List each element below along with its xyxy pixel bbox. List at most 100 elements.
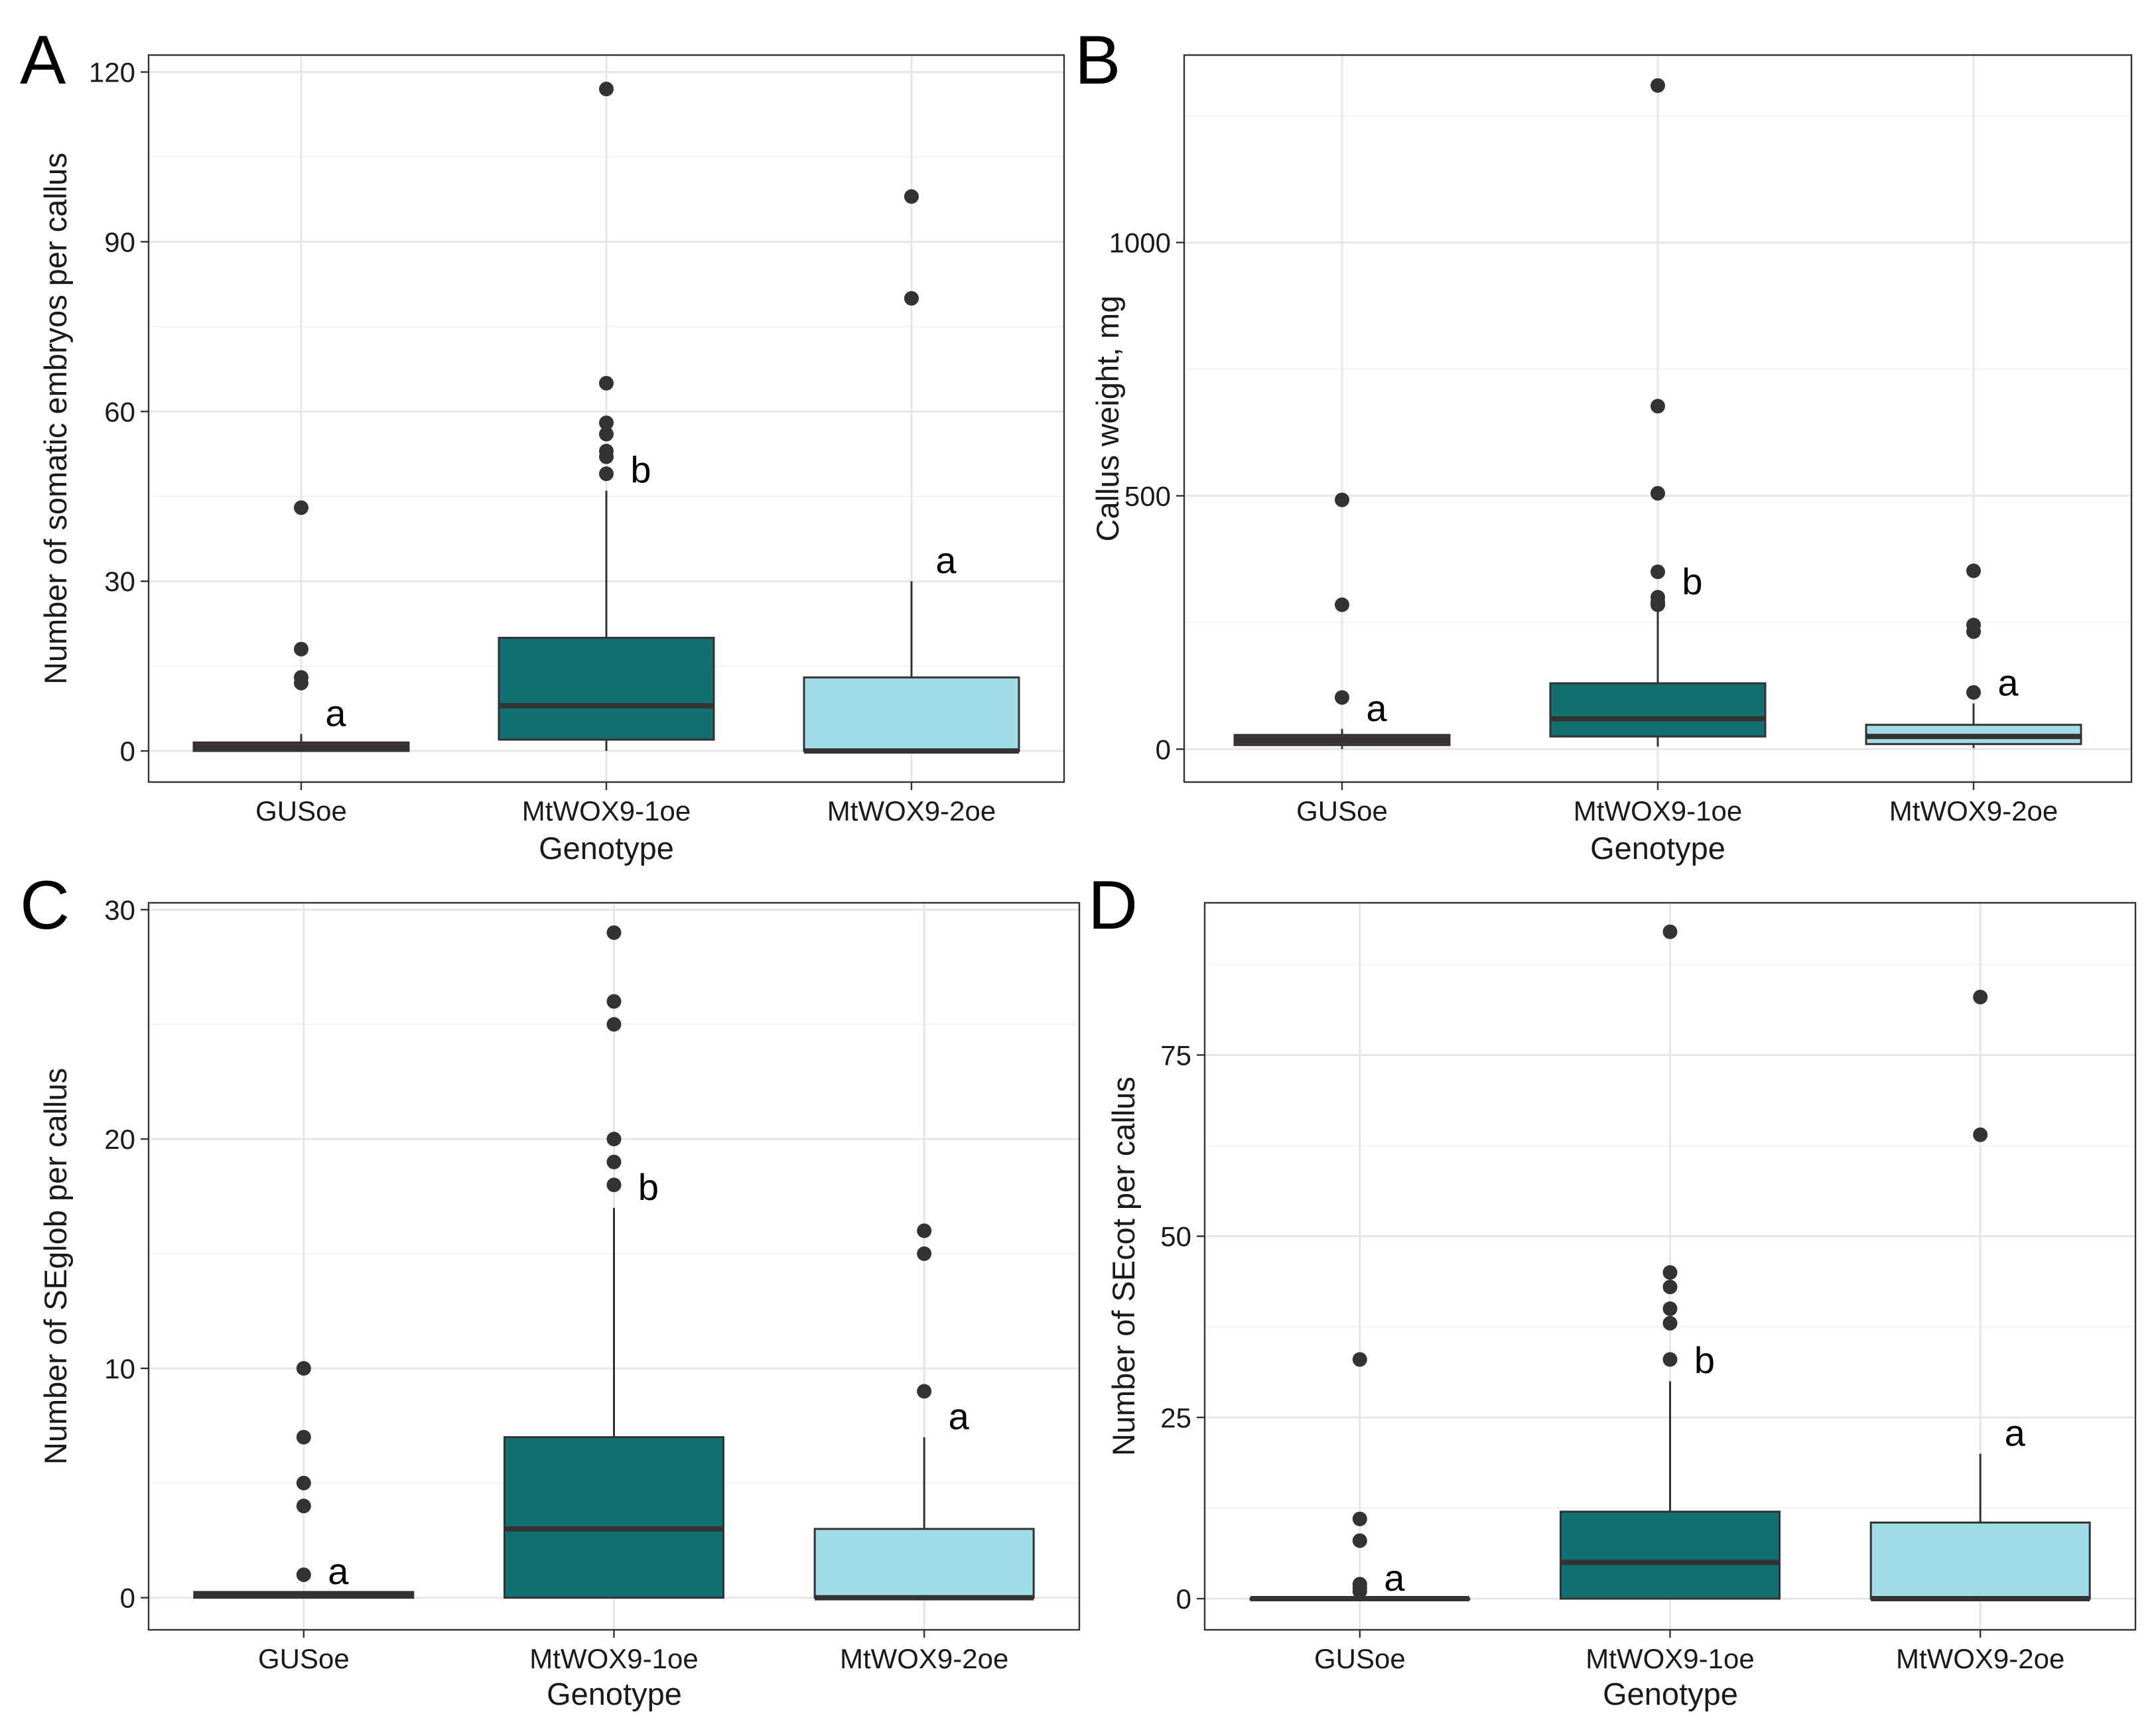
outlier-point — [296, 1361, 311, 1376]
significance-letter: a — [1384, 1557, 1405, 1599]
outlier-point — [1352, 1352, 1367, 1367]
significance-letter: a — [1366, 687, 1387, 729]
outlier-point — [599, 375, 614, 391]
x-tick-label: MtWOX9-1oe — [522, 795, 691, 827]
box-iqr — [498, 637, 715, 741]
x-tick-label: GUSoe — [1296, 795, 1388, 827]
x-tick-label: MtWOX9-2oe — [840, 1643, 1008, 1674]
panel-letter-d: D — [1088, 867, 1138, 944]
x-tick-label: MtWOX9-2oe — [1896, 1643, 2064, 1674]
panel-b-x-title: Genotype — [1590, 830, 1725, 866]
outlier-point — [1352, 1533, 1367, 1548]
outlier-point — [294, 641, 308, 657]
panel-c-x-axis: GUSoe MtWOX9-1oe MtWOX9-2oe — [258, 1630, 1008, 1674]
significance-letter: a — [1997, 662, 2019, 704]
outlier-point — [294, 675, 308, 691]
outlier-point — [1662, 1280, 1678, 1295]
panel-c-y-axis: 0 10 20 30 — [104, 894, 149, 1614]
x-tick-label: MtWOX9-2oe — [827, 795, 996, 827]
y-tick-label: 50 — [1160, 1221, 1191, 1252]
significance-letter: b — [630, 449, 651, 491]
box-iqr — [1560, 1510, 1781, 1600]
panel-c-x-title: Genotype — [547, 1676, 682, 1711]
panel-d-x-axis: GUSoe MtWOX9-1oe MtWOX9-2oe — [1314, 1630, 2064, 1674]
y-tick-label: 10 — [104, 1353, 135, 1384]
panel-letter-c: C — [20, 867, 70, 944]
y-tick-label: 25 — [1160, 1402, 1191, 1433]
y-tick-label: 0 — [1176, 1583, 1191, 1615]
outlier-point — [606, 1177, 622, 1193]
x-tick-label: MtWOX9-1oe — [1585, 1643, 1754, 1674]
box-iqr — [1869, 1521, 2091, 1600]
outlier-point — [599, 415, 614, 431]
outlier-point — [606, 1132, 622, 1147]
outlier-point — [606, 1017, 622, 1032]
panel-b-y-axis: 0 500 1000 — [1109, 228, 1184, 765]
outlier-point — [1651, 597, 1665, 612]
box-iqr — [504, 1436, 724, 1599]
outlier-point — [1352, 1584, 1367, 1599]
outlier-point — [1651, 78, 1665, 93]
outlier-point — [1651, 399, 1665, 414]
y-tick-label: 1000 — [1109, 228, 1171, 259]
panel-a: A a b a 0 30 60 90 120 GUSoe MtWOX9-1oe MtWOX9-2… — [20, 22, 1065, 866]
outlier-point — [1966, 563, 1981, 578]
outlier-point — [917, 1223, 932, 1238]
outlier-point — [1662, 1352, 1678, 1367]
significance-letter: b — [1682, 561, 1702, 602]
significance-letter: a — [328, 1550, 349, 1592]
box-iqr — [1549, 682, 1767, 738]
outlier-point — [1966, 624, 1981, 639]
panel-d-boxes: a b a — [1249, 924, 2091, 1602]
outlier-point — [1651, 564, 1665, 580]
panel-b-y-title: Callus weight, mg — [1090, 296, 1125, 542]
x-tick-label: MtWOX9-1oe — [1574, 795, 1742, 827]
panel-d-x-title: Genotype — [1603, 1676, 1738, 1711]
outlier-point — [296, 1429, 311, 1445]
outlier-point — [606, 994, 622, 1009]
outlier-point — [1335, 492, 1349, 507]
y-tick-label: 30 — [104, 894, 135, 925]
outlier-point — [1662, 924, 1678, 939]
outlier-point — [1335, 597, 1349, 612]
y-tick-label: 0 — [120, 1583, 135, 1614]
y-tick-label: 500 — [1124, 480, 1171, 511]
significance-letter: b — [638, 1166, 659, 1208]
outlier-point — [904, 189, 919, 204]
outlier-point — [296, 1567, 311, 1583]
significance-letter: a — [935, 539, 957, 581]
outlier-point — [1662, 1265, 1678, 1280]
panel-a-x-axis: GUSoe MtWOX9-1oe MtWOX9-2oe — [255, 782, 996, 827]
outlier-point — [296, 1475, 311, 1491]
significance-letter: a — [2005, 1412, 2026, 1453]
outlier-point — [606, 925, 622, 940]
panel-b-boxes: a b a — [1233, 78, 2082, 750]
y-tick-label: 120 — [89, 57, 135, 88]
panel-b: B a b a 0 500 1000 GUSoe MtWOX9-1oe MtWOX9-2oe… — [1075, 22, 2133, 866]
y-tick-label: 30 — [104, 566, 135, 597]
panel-c-y-title: Number of SEglob per callus — [38, 1068, 73, 1465]
y-tick-label: 75 — [1160, 1039, 1191, 1071]
panel-a-boxes: a b a — [192, 82, 1020, 754]
box-iqr — [813, 1528, 1035, 1599]
panel-letter-b: B — [1075, 22, 1120, 99]
significance-letter: a — [325, 693, 346, 734]
outlier-point — [296, 1498, 311, 1514]
outlier-point — [599, 449, 614, 464]
x-tick-label: GUSoe — [1314, 1643, 1406, 1674]
x-tick-label: MtWOX9-2oe — [1889, 795, 2058, 827]
outlier-point — [904, 291, 919, 306]
panel-c-boxes: a b a — [193, 925, 1035, 1601]
panel-b-x-axis: GUSoe MtWOX9-1oe MtWOX9-2oe — [1296, 782, 2058, 827]
outlier-point — [1973, 990, 1988, 1005]
outlier-point — [599, 427, 614, 442]
outlier-point — [1973, 1127, 1988, 1142]
panel-a-y-axis: 0 30 60 90 120 — [89, 57, 149, 767]
outlier-point — [294, 500, 308, 515]
outlier-point — [917, 1384, 932, 1399]
significance-letter: a — [949, 1396, 970, 1437]
y-tick-label: 0 — [1156, 734, 1171, 765]
